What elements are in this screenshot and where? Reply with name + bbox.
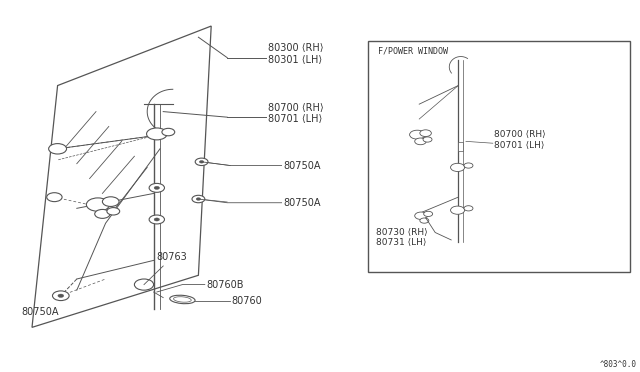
- Text: 80763: 80763: [157, 252, 188, 262]
- Circle shape: [200, 161, 204, 163]
- Circle shape: [420, 218, 429, 223]
- Bar: [368, 41, 630, 272]
- Circle shape: [424, 211, 433, 217]
- Circle shape: [154, 218, 159, 221]
- Circle shape: [52, 291, 69, 301]
- Text: F/POWER WINDOW: F/POWER WINDOW: [378, 46, 447, 55]
- Circle shape: [95, 209, 110, 218]
- Circle shape: [423, 137, 432, 142]
- Circle shape: [147, 128, 167, 140]
- Circle shape: [192, 195, 205, 203]
- Ellipse shape: [170, 295, 195, 304]
- Circle shape: [47, 193, 62, 202]
- Circle shape: [102, 197, 119, 206]
- Circle shape: [415, 212, 428, 219]
- Circle shape: [196, 198, 201, 200]
- Text: 80700 ⟨RH⟩
80701 ⟨LH⟩: 80700 ⟨RH⟩ 80701 ⟨LH⟩: [494, 130, 546, 150]
- Text: ^803^0.0: ^803^0.0: [600, 360, 637, 369]
- Text: 80750A: 80750A: [284, 161, 321, 170]
- Circle shape: [149, 183, 164, 192]
- Circle shape: [195, 158, 208, 166]
- Circle shape: [154, 186, 159, 189]
- Circle shape: [464, 206, 473, 211]
- Text: 80750A: 80750A: [284, 198, 321, 208]
- Circle shape: [464, 163, 473, 168]
- Circle shape: [134, 279, 154, 290]
- Ellipse shape: [173, 297, 191, 302]
- Circle shape: [410, 130, 425, 139]
- Bar: [458, 142, 463, 151]
- Circle shape: [415, 138, 426, 145]
- Text: 80700 ⟨RH⟩
80701 ⟨LH⟩: 80700 ⟨RH⟩ 80701 ⟨LH⟩: [268, 103, 323, 124]
- Circle shape: [149, 215, 164, 224]
- Text: 80750A: 80750A: [22, 307, 59, 317]
- Text: 80300 ⟨RH⟩
80301 ⟨LH⟩: 80300 ⟨RH⟩ 80301 ⟨LH⟩: [268, 43, 323, 65]
- Circle shape: [162, 128, 175, 136]
- Text: 80760B: 80760B: [206, 280, 244, 289]
- Circle shape: [107, 208, 120, 215]
- Circle shape: [86, 198, 109, 211]
- Text: 80760: 80760: [232, 296, 262, 306]
- Text: 80730 ⟨RH⟩
80731 ⟨LH⟩: 80730 ⟨RH⟩ 80731 ⟨LH⟩: [376, 228, 428, 247]
- Circle shape: [451, 163, 465, 171]
- Circle shape: [49, 144, 67, 154]
- Circle shape: [451, 206, 465, 214]
- Circle shape: [420, 130, 431, 137]
- Circle shape: [58, 294, 64, 298]
